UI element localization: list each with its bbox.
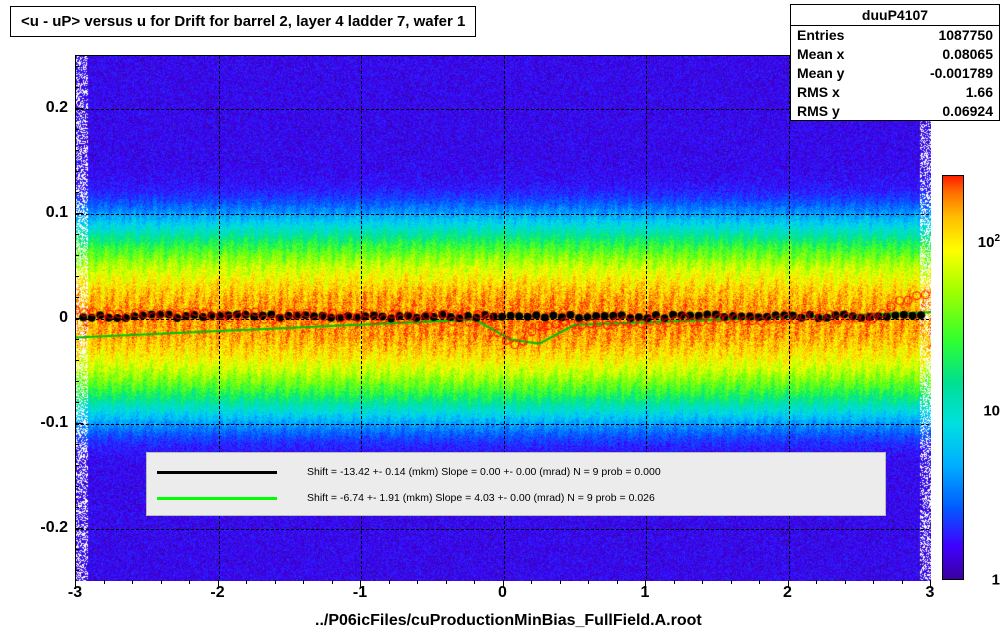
y-minor-tick <box>75 276 79 277</box>
x-minor-tick <box>873 580 874 584</box>
legend-text: Shift = -6.74 +- 1.91 (mkm) Slope = 4.03… <box>307 492 655 504</box>
x-minor-tick <box>531 580 532 584</box>
y-tick-label: 0.1 <box>8 204 68 222</box>
y-minor-tick <box>75 444 79 445</box>
y-minor-tick <box>75 381 79 382</box>
x-minor-tick <box>417 580 418 584</box>
x-minor-tick <box>246 580 247 584</box>
stats-value: 1087750 <box>938 26 993 45</box>
legend-swatch <box>157 497 277 500</box>
legend-row: Shift = -6.74 +- 1.91 (mkm) Slope = 4.03… <box>157 485 875 511</box>
x-minor-tick <box>161 580 162 584</box>
y-minor-tick <box>75 87 79 88</box>
y-minor-tick <box>75 234 79 235</box>
x-minor-tick <box>275 580 276 584</box>
x-minor-tick <box>332 580 333 584</box>
y-minor-tick <box>75 66 79 67</box>
stats-row: Mean y -0.001789 <box>791 64 999 83</box>
legend-row: Shift = -13.42 +- 0.14 (mkm) Slope = 0.0… <box>157 459 875 485</box>
stats-row: Mean x 0.08065 <box>791 45 999 64</box>
x-tick-mark <box>930 580 931 588</box>
x-minor-tick <box>218 580 219 584</box>
stats-row: RMS x 1.66 <box>791 83 999 102</box>
y-minor-tick <box>75 213 79 214</box>
x-minor-tick <box>816 580 817 584</box>
x-minor-tick <box>759 580 760 584</box>
y-tick-label: -0.1 <box>8 414 68 432</box>
stats-box: duuP4107 Entries1087750Mean x0.08065Mean… <box>790 4 1000 121</box>
legend-swatch <box>157 471 277 474</box>
grid-line-h <box>76 214 929 215</box>
y-minor-tick <box>75 402 79 403</box>
plot-area: Shift = -13.42 +- 0.14 (mkm) Slope = 0.0… <box>75 55 930 580</box>
y-minor-tick <box>75 423 79 424</box>
x-minor-tick <box>389 580 390 584</box>
y-tick-label: 0.2 <box>8 99 68 117</box>
colorbar-tick-label: 10 <box>983 403 1000 420</box>
y-minor-tick <box>75 360 79 361</box>
x-minor-tick <box>75 580 76 584</box>
x-minor-tick <box>303 580 304 584</box>
stats-name: duuP4107 <box>791 5 999 26</box>
stats-value: 0.08065 <box>942 45 993 64</box>
stats-value: 1.66 <box>966 83 993 102</box>
x-minor-tick <box>845 580 846 584</box>
x-minor-tick <box>702 580 703 584</box>
y-minor-tick <box>75 129 79 130</box>
x-minor-tick <box>189 580 190 584</box>
stats-label: RMS y <box>797 102 840 121</box>
x-minor-tick <box>674 580 675 584</box>
x-minor-tick <box>788 580 789 584</box>
x-minor-tick <box>474 580 475 584</box>
y-minor-tick <box>75 507 79 508</box>
y-minor-tick <box>75 465 79 466</box>
y-minor-tick <box>75 255 79 256</box>
stats-label: Mean x <box>797 45 844 64</box>
x-minor-tick <box>503 580 504 584</box>
x-minor-tick <box>617 580 618 584</box>
stats-label: Mean y <box>797 64 844 83</box>
y-minor-tick <box>75 150 79 151</box>
color-bar <box>942 175 964 580</box>
y-minor-tick <box>75 297 79 298</box>
grid-line-h <box>76 319 929 320</box>
stats-value: -0.001789 <box>930 64 993 83</box>
x-minor-tick <box>588 580 589 584</box>
y-minor-tick <box>75 549 79 550</box>
y-minor-tick <box>75 171 79 172</box>
y-minor-tick <box>75 486 79 487</box>
x-minor-tick <box>446 580 447 584</box>
chart-title-box: <u - uP> versus u for Drift for barrel 2… <box>10 6 476 37</box>
stats-row: RMS y 0.06924 <box>791 102 999 121</box>
chart-title: <u - uP> versus u for Drift for barrel 2… <box>21 13 465 30</box>
x-minor-tick <box>360 580 361 584</box>
grid-line-h <box>76 424 929 425</box>
footer-file-path: ../P06icFiles/cuProductionMinBias_FullFi… <box>315 612 702 630</box>
y-minor-tick <box>75 339 79 340</box>
grid-line-h <box>76 529 929 530</box>
stats-value: 0.06924 <box>942 102 993 121</box>
stats-label: Entries <box>797 26 844 45</box>
y-minor-tick <box>75 108 79 109</box>
colorbar-tick-label: 1 <box>992 572 1000 589</box>
stats-label: RMS x <box>797 83 840 102</box>
x-minor-tick <box>645 580 646 584</box>
y-minor-tick <box>75 318 79 319</box>
y-minor-tick <box>75 192 79 193</box>
y-minor-tick <box>75 570 79 571</box>
y-tick-label: 0 <box>8 309 68 327</box>
x-minor-tick <box>731 580 732 584</box>
legend-text: Shift = -13.42 +- 0.14 (mkm) Slope = 0.0… <box>307 466 661 478</box>
y-minor-tick <box>75 528 79 529</box>
y-tick-label: -0.2 <box>8 519 68 537</box>
colorbar-tick-label: 102 <box>978 233 1000 251</box>
x-minor-tick <box>560 580 561 584</box>
x-minor-tick <box>104 580 105 584</box>
x-minor-tick <box>902 580 903 584</box>
x-minor-tick <box>132 580 133 584</box>
fit-legend-box: Shift = -13.42 +- 0.14 (mkm) Slope = 0.0… <box>146 452 886 516</box>
stats-row: Entries 1087750 <box>791 26 999 45</box>
